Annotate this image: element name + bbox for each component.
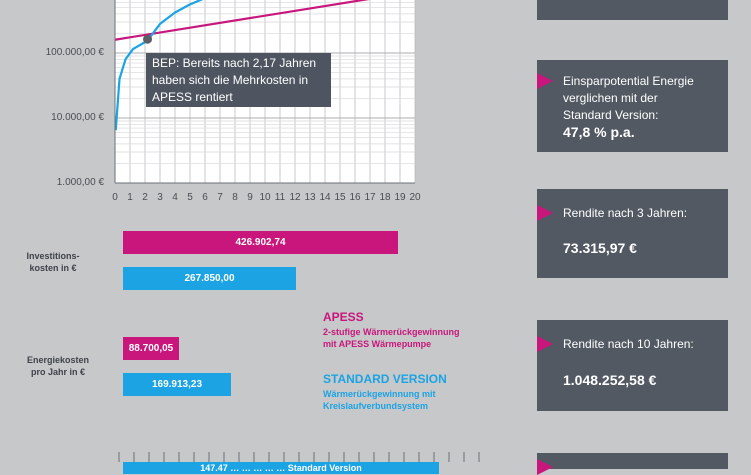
card-savings: Einsparpotential Energie verglichen mit … [537,60,728,152]
y-tick-label: 1.000,00 € [56,177,104,188]
x-tick-label: 18 [379,192,391,203]
x-tick-label: 8 [232,192,238,203]
legend-apess-desc: 2-stufige Wärmerückgewinnung mit APESS W… [323,327,460,349]
card-return-10y-value: 1.048.252,58 € [563,372,657,388]
x-tick-label: 14 [319,192,331,203]
x-tick-label: 16 [349,192,361,203]
x-tick-label: 6 [202,192,208,203]
card-bottom-partial [537,453,728,475]
card-return-10y-label: Rendite nach 10 Jahren: [563,337,694,351]
card-return-3y-value: 73.315,97 € [563,240,637,256]
pointer-icon [537,205,553,221]
bar-bottom-standard: 147.47 … … … … … Standard Version [123,462,439,474]
card-return-3y-label: Rendite nach 3 Jahren: [563,206,688,220]
bar-invest-apess: 426.902,74 [123,231,398,254]
card-savings-label: Einsparpotential Energie verglichen mit … [563,74,694,122]
x-tick-label: 2 [142,192,148,203]
y-tick-label: 10.000,00 € [51,112,104,123]
x-tick-label: 15 [334,192,346,203]
legend-standard-title: STANDARD VERSION [323,372,447,386]
x-tick-label: 5 [187,192,193,203]
legend-apess-title: APESS [323,310,364,324]
x-tick-label: 0 [112,192,118,203]
y-tick-label: 100.000,00 € [45,47,104,58]
x-tick-label: 7 [217,192,223,203]
bar-invest-standard: 267.850,00 [123,267,296,290]
pointer-icon [537,336,553,352]
x-tick-label: 3 [157,192,163,203]
x-tick-label: 19 [394,192,406,203]
bar-energy-standard: 169.913,23 [123,373,231,396]
x-tick-label: 4 [172,192,178,203]
x-tick-label: 1 [127,192,133,203]
card-top-partial [537,0,728,20]
pointer-icon [537,459,553,475]
invest-row-label: Investitions- kosten in € [26,251,80,273]
chart-series [114,0,370,131]
legend-standard-desc: Wärmerückgewinnung mit Kreislaufverbunds… [323,389,436,411]
x-tick-label: 20 [409,192,421,203]
card-return-3y: Rendite nach 3 Jahren: 73.315,97 € [537,189,728,278]
x-tick-label: 12 [289,192,301,203]
bar-energy-apess: 88.700,05 [123,337,179,360]
series-line-0 [114,0,370,41]
x-tick-label: 10 [259,192,271,203]
x-tick-label: 17 [364,192,376,203]
card-savings-value: 47,8 % p.a. [563,124,635,140]
x-tick-label: 9 [247,192,253,203]
x-tick-label: 11 [274,192,286,203]
bep-annotation: BEP: Bereits nach 2,17 Jahren haben sich… [146,53,331,107]
energy-row-label: Energiekosten pro Jahr in € [26,355,90,377]
x-tick-label: 13 [304,192,316,203]
pointer-icon [537,73,553,89]
card-return-10y: Rendite nach 10 Jahren: 1.048.252,58 € [537,320,728,411]
bottom-axis-ticks [118,452,480,462]
bep-point [143,34,153,44]
